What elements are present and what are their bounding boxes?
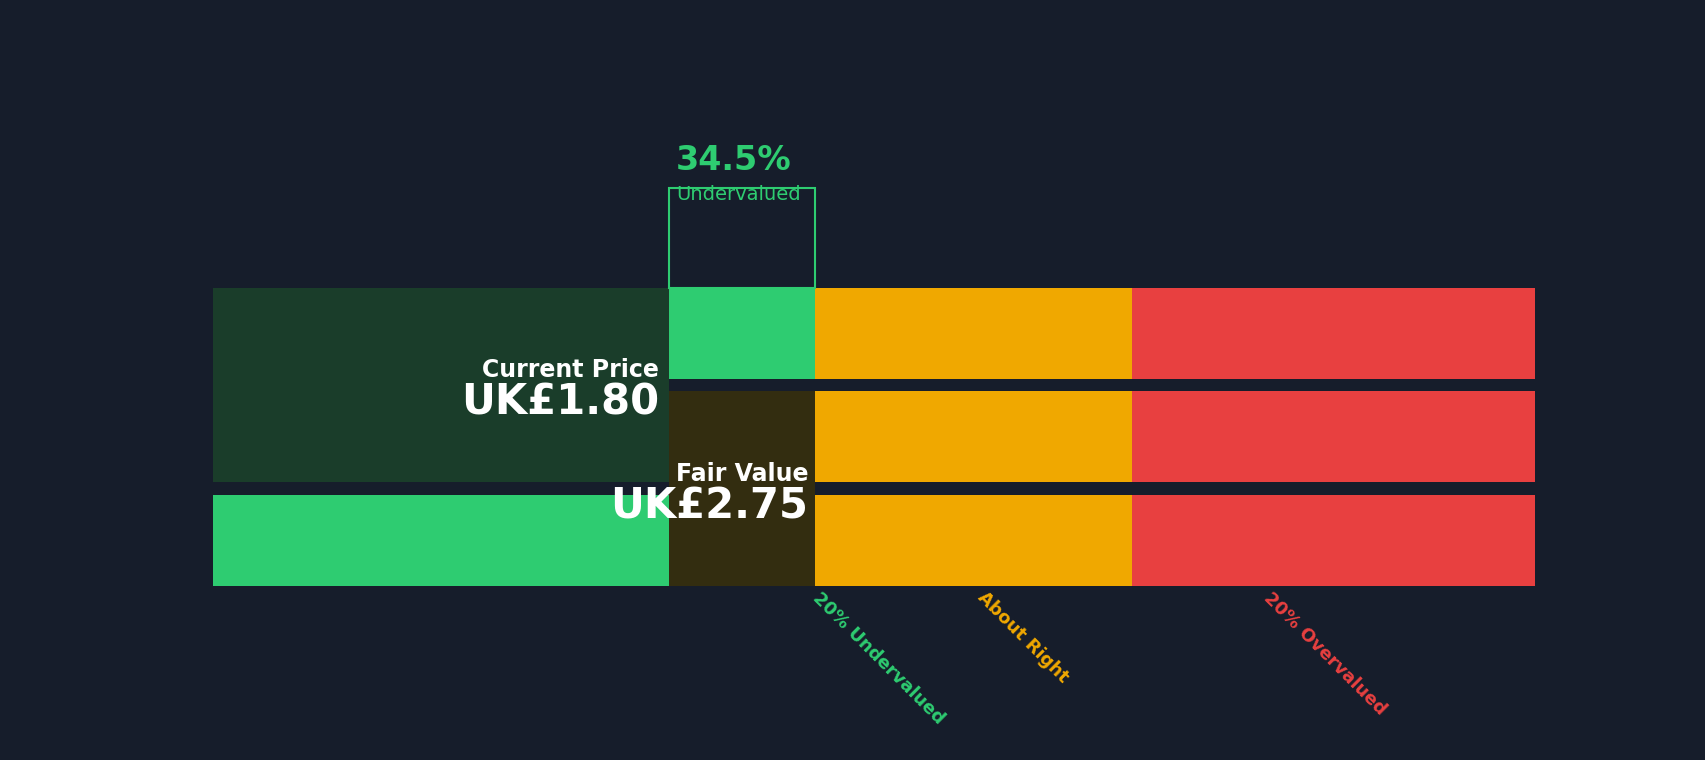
Bar [1132,288,1534,378]
Bar [213,495,815,586]
Bar [213,391,815,482]
Text: Fair Value: Fair Value [675,462,808,486]
Text: Current Price: Current Price [481,359,658,382]
Bar [213,288,815,378]
Text: Undervalued: Undervalued [675,185,800,204]
Bar [668,188,815,288]
Text: 20% Undervalued: 20% Undervalued [808,588,946,727]
Bar [1132,391,1534,482]
Text: 34.5%: 34.5% [675,144,791,176]
Text: About Right: About Right [974,588,1071,686]
Text: 20% Overvalued: 20% Overvalued [1260,588,1390,718]
Text: UK£2.75: UK£2.75 [610,485,808,527]
Bar [815,391,1132,482]
Bar [815,288,1132,378]
Text: UK£1.80: UK£1.80 [460,382,658,423]
Bar [815,495,1132,586]
Bar [1132,495,1534,586]
Bar [213,288,668,482]
Bar [668,391,815,586]
